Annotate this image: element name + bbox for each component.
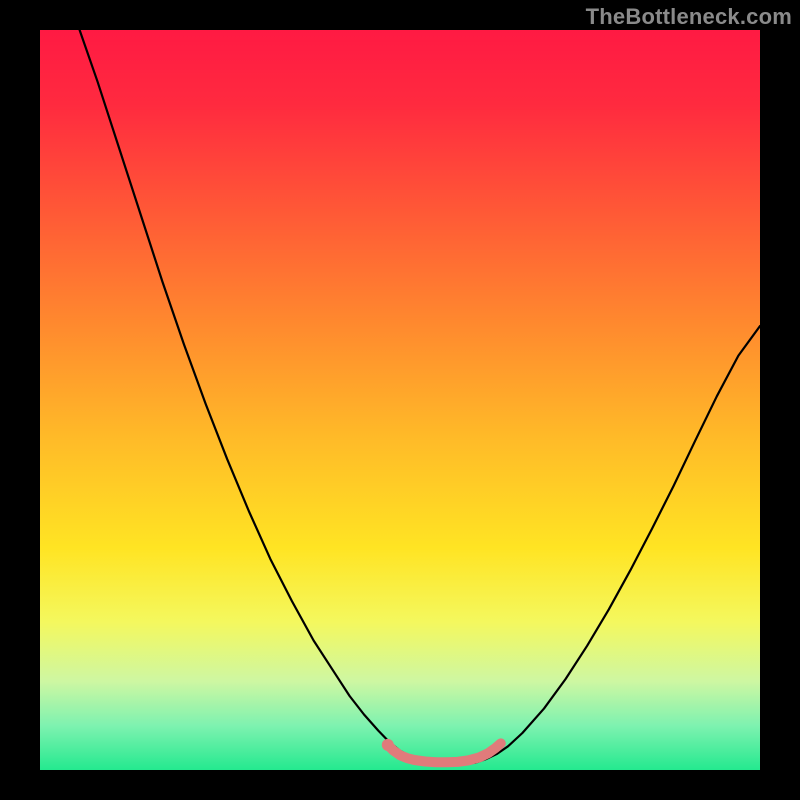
optimal-range-start-dot — [382, 739, 394, 751]
bottleneck-curve-chart — [0, 0, 800, 800]
watermark-text: TheBottleneck.com — [586, 4, 792, 30]
plot-background — [40, 30, 760, 770]
